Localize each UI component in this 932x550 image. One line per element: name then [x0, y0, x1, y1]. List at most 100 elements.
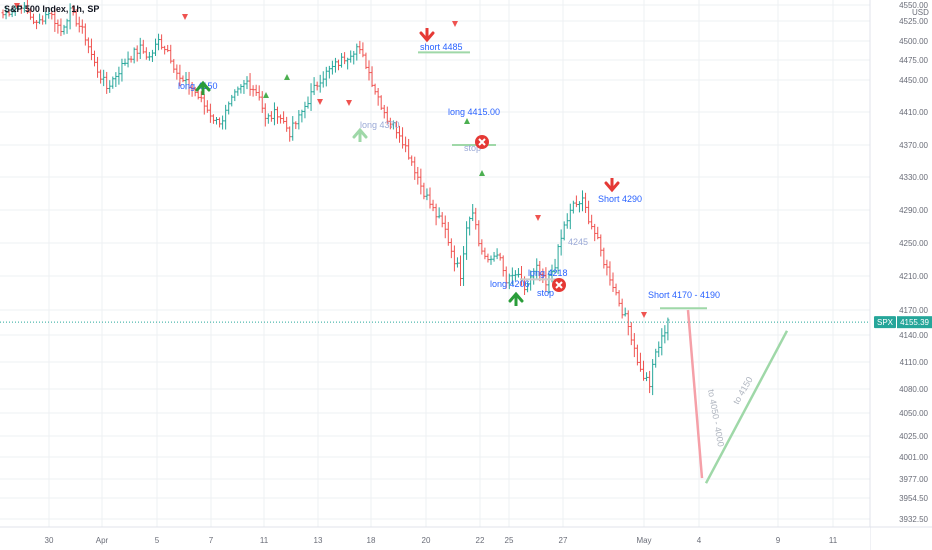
projection-line-down[interactable] [686, 309, 704, 479]
ohlc-bar [413, 156, 417, 180]
ohlc-bar [449, 238, 453, 259]
ohlc-bar [574, 195, 578, 208]
price-tick-label: 4001.00 [899, 453, 928, 462]
trade-annotation-label[interactable]: short 4485 [420, 42, 463, 52]
ohlc-bar [623, 307, 627, 317]
trade-annotation-label[interactable]: Short 4290 [598, 194, 642, 204]
ohlc-bar [349, 50, 353, 63]
price-tick-label: 4170.00 [899, 306, 928, 315]
sell-signal-marker-icon [641, 312, 647, 318]
time-tick-label: 11 [260, 536, 269, 545]
ohlc-bar [56, 19, 60, 34]
price-tick-label: 3932.50 [899, 515, 928, 524]
last-price-tag[interactable]: SPX 4155.39 [874, 316, 932, 329]
price-tick-label: 4475.00 [899, 56, 928, 65]
price-tick-label: 4080.00 [899, 385, 928, 394]
projection-label[interactable]: to 4050 - 4000 [706, 389, 726, 448]
ohlc-bar [117, 66, 121, 85]
ohlc-bar [404, 136, 408, 153]
ohlc-bar [10, 7, 14, 18]
chart-legend[interactable]: S&P 500 Index, 1h, SP [4, 4, 102, 14]
price-tick-label: 4250.00 [899, 239, 928, 248]
ohlc-bar [254, 84, 258, 96]
time-tick-label: 30 [45, 536, 54, 545]
ohlc-bar [4, 6, 8, 20]
trade-annotation-label[interactable]: long 4415.00 [448, 107, 500, 117]
ohlc-bar [617, 290, 621, 307]
time-tick-label: 5 [155, 536, 160, 545]
time-tick-label: 7 [209, 536, 214, 545]
ohlc-bar [614, 283, 618, 296]
ohlc-bar [230, 94, 234, 107]
ohlc-bar [175, 64, 179, 80]
ohlc-bar [62, 24, 66, 35]
ohlc-bar [440, 212, 444, 228]
ohlc-bar [452, 245, 456, 272]
time-axis[interactable]: 30 Apr 5 7 11 13 18 20 22 25 27 May 4 9 11 [0, 526, 932, 550]
ohlc-bar [358, 40, 362, 54]
ohlc-bar [654, 348, 658, 368]
ohlc-bar [648, 370, 652, 394]
ohlc-bar [141, 39, 145, 54]
ohlc-bar [584, 192, 588, 214]
projection-line-up[interactable] [704, 330, 789, 484]
ohlc-bar [608, 261, 612, 286]
ohlc-bar [321, 71, 325, 88]
ohlc-bar [147, 51, 151, 61]
ohlc-bar [50, 10, 54, 20]
symbol-name: S&P 500 Index, [4, 4, 69, 14]
ohlc-bar [645, 372, 649, 382]
ohlc-bar [300, 109, 304, 123]
projection-label[interactable]: to 4150 [731, 375, 755, 406]
price-tick-label: 4550.00 [899, 1, 928, 10]
sell-signal-marker-icon [14, 3, 20, 9]
trade-annotation-label[interactable]: stop [464, 143, 481, 153]
ohlc-bar [471, 203, 475, 222]
ohlc-bar [303, 101, 307, 119]
ohlc-bar [111, 76, 115, 89]
time-tick-label: 9 [776, 536, 781, 545]
ohlc-bar [13, 5, 17, 16]
price-axis-bg [870, 0, 932, 550]
trade-annotation-label[interactable]: 4245 [568, 237, 588, 247]
ohlc-bar [163, 45, 167, 55]
trade-annotation-label[interactable]: Short 4170 - 4190 [648, 290, 720, 300]
time-tick-label: May [636, 536, 651, 545]
ohlc-bar [599, 234, 603, 257]
short-arrow-icon [419, 28, 435, 43]
ohlc-bar [71, 5, 75, 16]
ohlc-bar [379, 95, 383, 110]
time-tick-label: 22 [476, 536, 485, 545]
ohlc-bar [272, 102, 276, 126]
price-tick-label: 4140.00 [899, 331, 928, 340]
price-tick-label: 3977.00 [899, 475, 928, 484]
buy-signal-marker-icon [263, 92, 269, 98]
ohlc-bar [327, 65, 331, 79]
ohlc-bar [437, 207, 441, 219]
trade-annotation-label[interactable]: long 4370 [360, 120, 400, 130]
price-tick-label: 4450.00 [899, 76, 928, 85]
price-tick-label: 4050.00 [899, 409, 928, 418]
short-arrow-icon [604, 178, 620, 193]
ohlc-bar [187, 71, 191, 95]
trade-annotation-label[interactable]: long 4218 [528, 268, 568, 278]
ohlc-bar [611, 272, 615, 292]
time-tick-label: 11 [829, 536, 838, 545]
ohlc-bar [635, 344, 639, 366]
ohlc-bar [425, 188, 429, 201]
ohlc-bar [398, 125, 401, 143]
sell-signal-marker-icon [182, 14, 188, 20]
trade-annotation-label[interactable]: long 4206 [490, 279, 530, 289]
trade-annotation-label[interactable]: long 4150 [178, 81, 218, 91]
ohlc-bar [47, 7, 51, 19]
trade-annotation-label[interactable]: stop [537, 288, 554, 298]
ohlc-bar [626, 310, 630, 336]
ohlc-bar [602, 247, 606, 269]
time-tick-label: Apr [96, 536, 109, 545]
ohlc-bar [157, 33, 161, 51]
buy-signal-marker-icon [479, 170, 485, 176]
ohlc-bar [495, 248, 499, 260]
